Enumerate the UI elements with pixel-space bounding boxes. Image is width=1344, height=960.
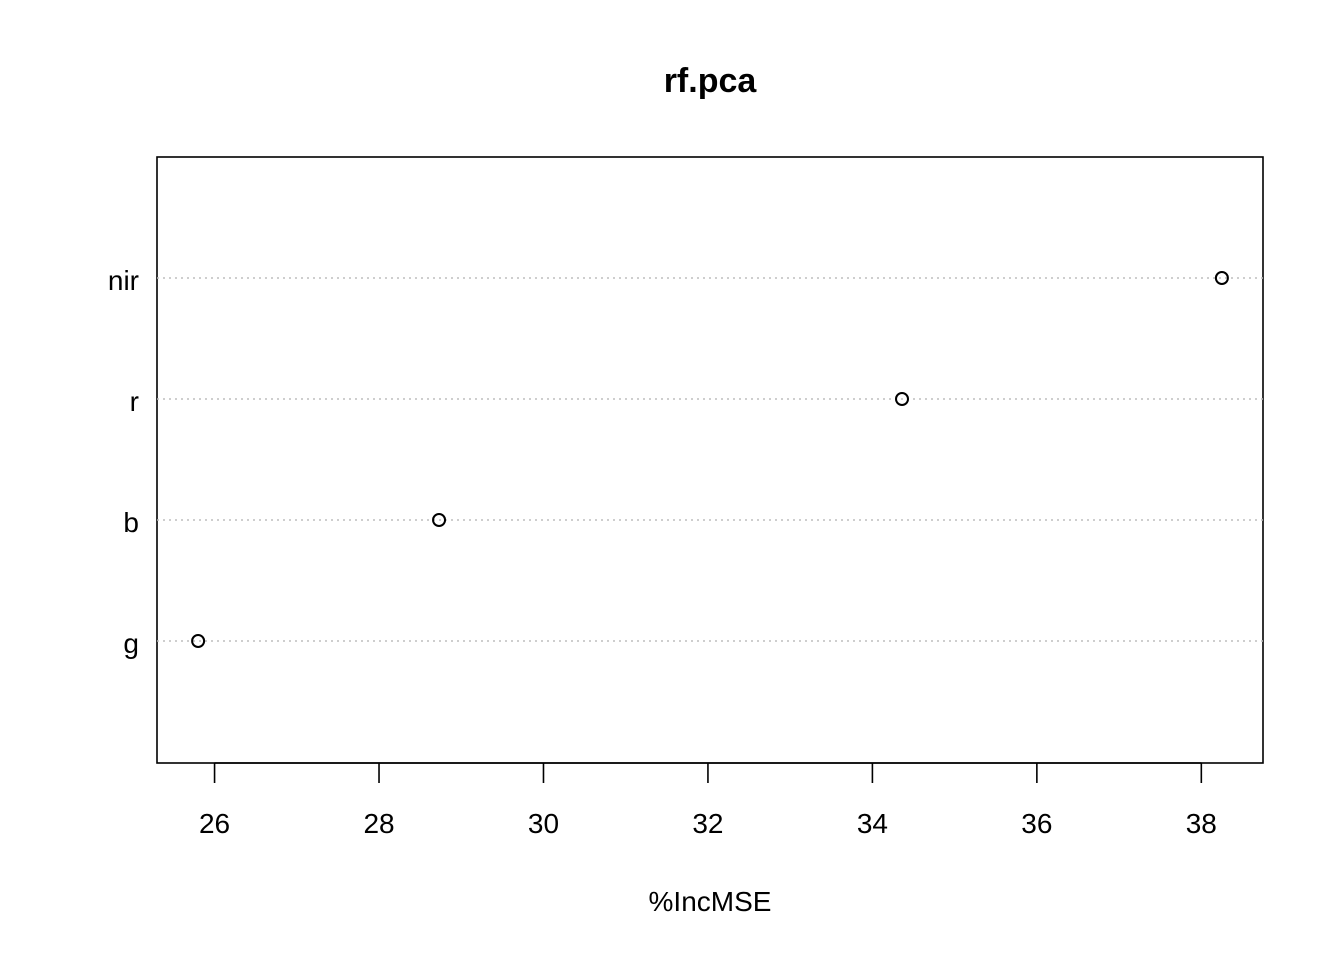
x-tick-label-28: 28 — [363, 808, 394, 839]
x-tick-label-26: 26 — [199, 808, 230, 839]
data-point-nir — [1214, 271, 1229, 285]
category-label-r: r — [130, 386, 139, 417]
category-label-g: g — [123, 628, 139, 659]
data-points — [191, 271, 1229, 648]
x-tick-label-34: 34 — [857, 808, 888, 839]
guide-lines — [157, 277, 1263, 642]
x-axis-label: %IncMSE — [649, 886, 772, 917]
category-label-b: b — [123, 507, 139, 538]
x-tick-label-36: 36 — [1021, 808, 1052, 839]
x-tick-label-38: 38 — [1186, 808, 1217, 839]
x-axis-ticks: 26 28 30 32 34 36 38 — [199, 763, 1217, 839]
category-label-nir: nir — [108, 265, 139, 296]
plot-frame — [156, 156, 1264, 764]
x-tick-label-32: 32 — [692, 808, 723, 839]
x-tick-label-30: 30 — [528, 808, 559, 839]
chart-title: rf.pca — [664, 62, 758, 100]
category-labels: g b r nir — [108, 265, 139, 659]
data-point-r — [895, 392, 910, 406]
data-point-b — [432, 513, 447, 527]
data-point-g — [191, 634, 206, 648]
